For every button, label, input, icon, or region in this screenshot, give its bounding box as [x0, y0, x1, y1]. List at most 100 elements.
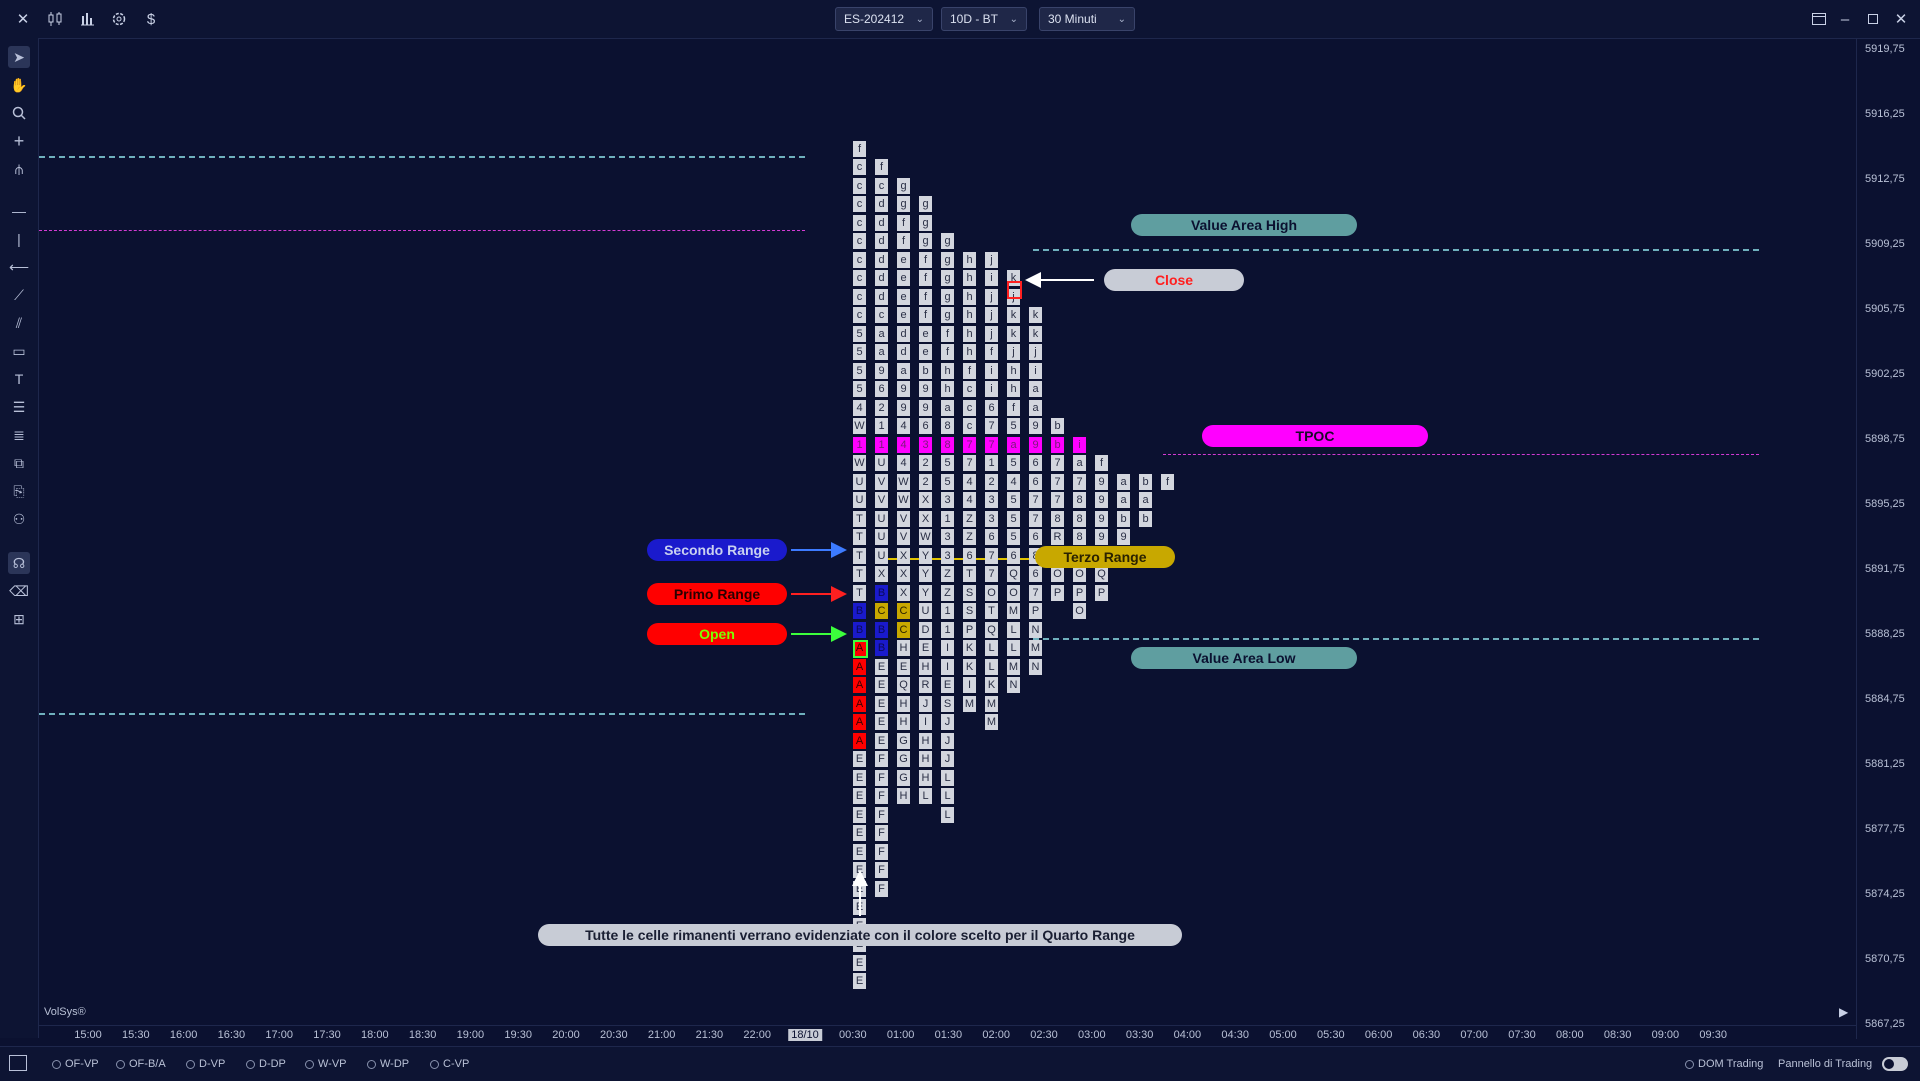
time-axis[interactable]: 15:00 15:30 16:00 16:30 17:00 17:30 18:00 18:30… — [39, 1025, 1856, 1046]
headset-icon[interactable]: ☊ — [8, 552, 30, 574]
quarto-range-note: Tutte le celle rimanenti verrano evidenz… — [538, 924, 1182, 946]
time-label: 04:30 — [1221, 1029, 1249, 1041]
tpo-cell: 1 — [875, 436, 888, 453]
tpo-cell: E — [853, 954, 866, 971]
tpo-cell: h — [963, 325, 976, 342]
panel-toggle-icon[interactable] — [9, 1055, 27, 1071]
text-icon[interactable]: T — [14, 371, 24, 387]
window-close-icon[interactable]: ✕ — [1894, 11, 1908, 28]
crosshair-icon[interactable]: + — [13, 130, 25, 151]
fibonacci-icon[interactable]: ☰ — [12, 398, 26, 415]
tpo-cell: Z — [963, 510, 976, 527]
tpo-cell: c — [853, 251, 866, 268]
option-label: C-VP — [443, 1058, 470, 1070]
session-icon[interactable]: ⚇ — [12, 510, 26, 527]
tpo-cell: F — [875, 880, 888, 897]
tpo-cell: A — [853, 714, 866, 730]
tpo-cell: a — [1073, 455, 1086, 471]
option-d-dp[interactable]: D-DP — [246, 1058, 286, 1070]
tpo-cell: T — [853, 584, 866, 601]
tpo-cell: 9 — [897, 381, 910, 397]
time-label: 16:30 — [217, 1029, 246, 1041]
tpo-cell: j — [1007, 344, 1020, 360]
tpo-cell: P — [1095, 584, 1108, 601]
tpo-cell: E — [853, 751, 866, 767]
price-axis[interactable]: 5919,75 5916,25 5912,75 5909,25 5905,75 5902,… — [1856, 39, 1920, 1039]
settings-gear-icon[interactable] — [108, 7, 130, 31]
add-object-icon[interactable]: ⊞ — [13, 610, 25, 627]
tpo-cell: V — [875, 492, 888, 508]
toggle-knob — [1884, 1059, 1894, 1069]
maximize-icon[interactable] — [1862, 7, 1884, 31]
layout-icon[interactable] — [1808, 7, 1830, 31]
close-icon[interactable]: ✕ — [16, 11, 30, 28]
tpo-cell: 4 — [897, 418, 910, 434]
tpo-cell: b — [1139, 473, 1152, 490]
tpo-cell: 4 — [1007, 473, 1020, 490]
option-d-vp[interactable]: D-VP — [186, 1058, 225, 1070]
trend-line-icon[interactable]: ⟋ — [14, 286, 24, 303]
symbol-dropdown[interactable]: ES-202412 ⌄ — [835, 7, 933, 31]
volume-profile-icon[interactable]: ⎘ — [13, 482, 25, 499]
bar-chart-icon[interactable] — [76, 7, 98, 31]
tpo-cell: a — [941, 399, 954, 416]
tpo-cell: M — [1029, 640, 1042, 656]
scroll-right-button[interactable]: ▶ — [1839, 1005, 1849, 1019]
channel-icon[interactable]: ⫽ — [15, 314, 23, 331]
tpo-cell: e — [897, 251, 910, 268]
tpo-cell: f — [1007, 399, 1020, 416]
tpo-cell: h — [963, 251, 976, 268]
tpo-cell: 7 — [1051, 473, 1064, 490]
tpo-cell: L — [941, 769, 954, 786]
tpo-cell: X — [897, 584, 910, 601]
tpo-cell: R — [1051, 529, 1064, 545]
tpo-cell: 9 — [1029, 418, 1042, 434]
tpo-cell: 7 — [1029, 492, 1042, 508]
chevron-down-icon: ⌄ — [1117, 13, 1126, 25]
tpo-cell: d — [875, 214, 888, 231]
tpo-cell: X — [919, 510, 932, 527]
levels-icon[interactable]: ≣ — [13, 426, 25, 443]
vertical-line-icon[interactable]: | — [17, 231, 21, 247]
option-w-dp[interactable]: W-DP — [367, 1058, 409, 1070]
tpo-cell: L — [941, 788, 954, 804]
magnet-icon[interactable]: ⫛ — [14, 160, 24, 177]
value-area-low-line — [1033, 638, 1759, 640]
tpo-cell: Z — [941, 566, 954, 582]
tpo-cell: M — [1007, 658, 1020, 675]
tpo-cell: g — [919, 233, 932, 249]
tpo-cell: 5 — [1007, 492, 1020, 508]
rectangle-icon[interactable]: ▭ — [12, 342, 26, 359]
option-of-vp[interactable]: OF-VP — [52, 1058, 99, 1070]
tpo-cell: 7 — [1029, 510, 1042, 527]
tpo-cell: Z — [941, 584, 954, 601]
tpo-cell: L — [1007, 640, 1020, 656]
period-dropdown[interactable]: 10D - BT ⌄ — [941, 7, 1027, 31]
eraser-icon[interactable]: ⌫ — [9, 582, 29, 599]
tpo-cell: E — [897, 658, 910, 675]
time-label: 15:30 — [122, 1029, 150, 1041]
hand-pan-icon[interactable]: ✋ — [10, 76, 28, 93]
horizontal-line-icon[interactable]: — — [12, 203, 26, 219]
timeframe-dropdown[interactable]: 30 Minuti ⌄ — [1039, 7, 1135, 31]
tpo-cell: Q — [1007, 566, 1020, 582]
zoom-icon[interactable] — [8, 102, 30, 124]
tpo-cell: 5 — [1007, 455, 1020, 471]
trading-panel-toggle[interactable] — [1882, 1057, 1908, 1071]
tpo-cell: P — [963, 621, 976, 638]
tpo-cell: V — [897, 529, 910, 545]
pencil-list-icon[interactable]: ⧉ — [14, 454, 24, 471]
option-c-vp[interactable]: C-VP — [430, 1058, 469, 1070]
prior-value-area-low-line — [39, 713, 805, 715]
cursor-arrow-icon[interactable]: ➤ — [8, 46, 30, 68]
option-of-b-a[interactable]: OF-B/A — [116, 1058, 166, 1070]
option-w-vp[interactable]: W-VP — [305, 1058, 347, 1070]
minimize-icon[interactable]: – — [1840, 10, 1850, 28]
price-label: 5898,75 — [1865, 433, 1905, 445]
candlestick-icon[interactable] — [44, 7, 66, 31]
ray-icon[interactable]: ⟵ — [8, 258, 30, 275]
dollar-icon[interactable]: $ — [146, 10, 156, 28]
dom-trading-option[interactable]: DOM Trading — [1685, 1058, 1763, 1070]
tpo-cell: O — [1073, 566, 1086, 582]
